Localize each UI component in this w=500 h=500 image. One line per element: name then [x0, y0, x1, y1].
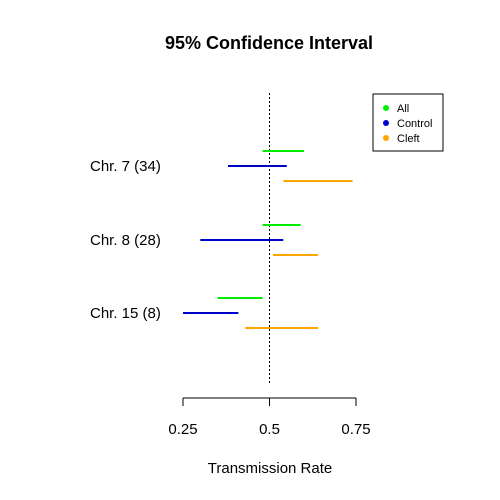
x-tick-label: 0.25: [168, 421, 197, 438]
legend-label-cleft: Cleft: [397, 133, 420, 145]
group-label: Chr. 7 (34): [90, 158, 161, 175]
x-tick-label: 0.5: [259, 421, 280, 438]
x-axis: 0.25 0.5 0.75: [168, 397, 371, 438]
legend-marker-control: [383, 120, 389, 126]
plot-area: Chr. 7 (34) Chr. 8 (28) Chr. 15 (8): [90, 93, 353, 385]
chart-title: 95% Confidence Interval: [165, 33, 373, 53]
legend-label-control: Control: [397, 118, 432, 130]
x-axis-label: Transmission Rate: [208, 460, 332, 477]
legend-marker-all: [383, 105, 389, 111]
legend-box: [372, 93, 444, 152]
legend: All Control Cleft: [372, 93, 444, 152]
legend-label-all: All: [397, 103, 409, 115]
group-label: Chr. 15 (8): [90, 305, 161, 322]
x-tick-label: 0.75: [341, 421, 370, 438]
legend-marker-cleft: [383, 135, 389, 141]
group-label: Chr. 8 (28): [90, 232, 161, 249]
